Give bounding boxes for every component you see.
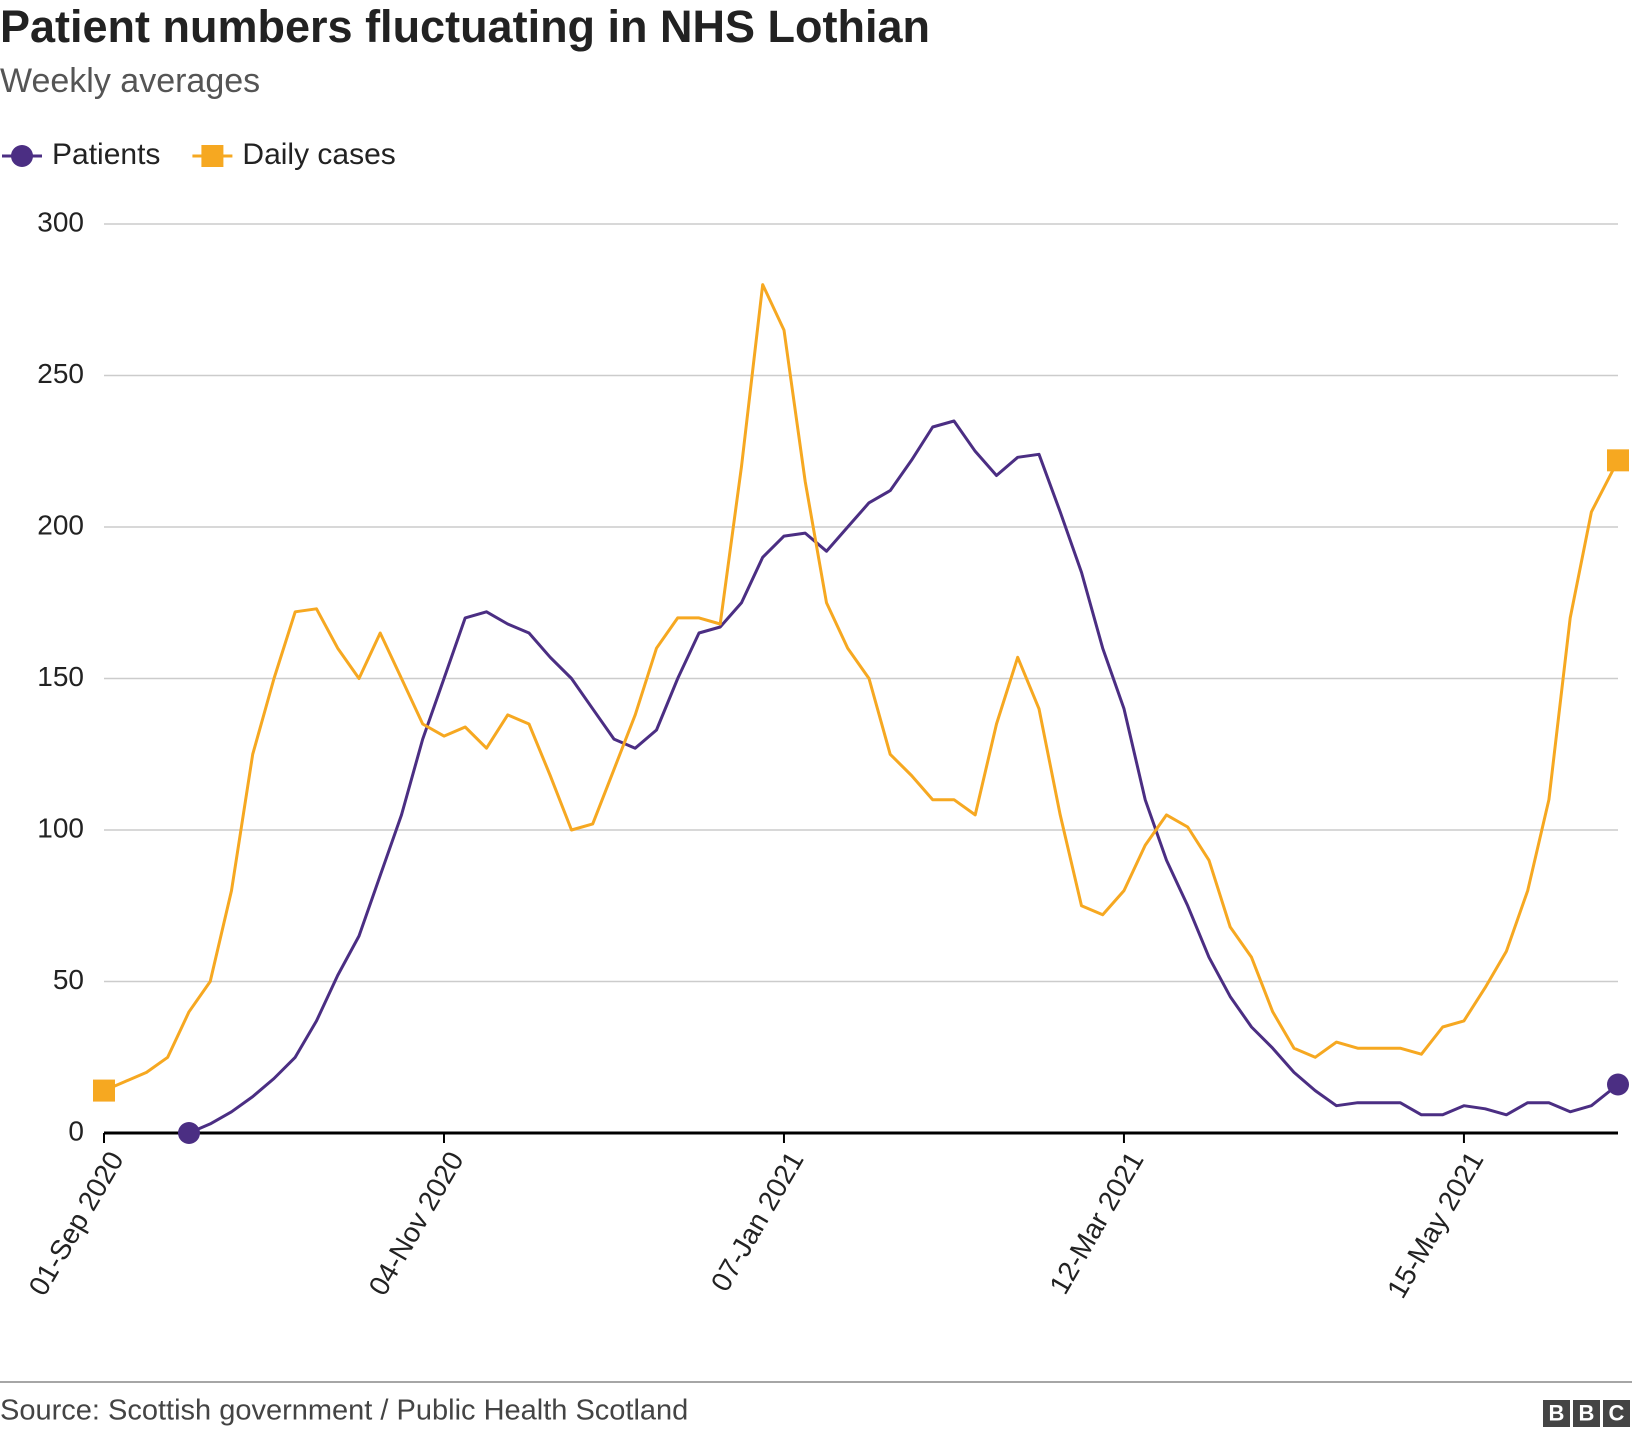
y-tick-label: 200 (37, 509, 84, 540)
source: Source: Scottish government / Public Hea… (0, 1395, 688, 1427)
y-tick-label: 250 (37, 358, 84, 389)
legend-marker (201, 145, 224, 167)
x-tick-label: 15-May 2021 (1381, 1146, 1490, 1303)
y-tick-label: 0 (68, 1115, 84, 1146)
series-line (188, 419, 1619, 1135)
y-tick-label: 100 (37, 812, 84, 843)
end-marker (93, 1079, 115, 1102)
logo-box (1603, 1400, 1630, 1427)
end-marker (177, 1122, 200, 1144)
logo-letter: C (1609, 1400, 1625, 1425)
logo-box (1573, 1400, 1600, 1427)
logo-letter: B (1549, 1400, 1565, 1425)
legend-label: Daily cases (242, 138, 395, 171)
logo-box (1543, 1400, 1570, 1427)
legend-marker (11, 145, 33, 167)
logo-letter: B (1579, 1400, 1595, 1425)
x-tick-label: 04-Nov 2020 (363, 1146, 470, 1300)
legend-label: Patients (52, 138, 160, 171)
x-tick-label: 07-Jan 2021 (705, 1146, 810, 1296)
chart-title: Patient numbers fluctuating in NHS Lothi… (0, 1, 930, 52)
y-tick-label: 300 (37, 206, 84, 237)
end-marker (1607, 449, 1629, 472)
y-tick-label: 150 (37, 661, 84, 692)
chart-subtitle: Weekly averages (0, 62, 260, 100)
x-tick-label: 01-Sep 2020 (23, 1146, 130, 1300)
x-tick-label: 12-Mar 2021 (1043, 1146, 1149, 1299)
y-tick-label: 50 (53, 964, 84, 995)
end-marker (1607, 1073, 1629, 1096)
series-line (103, 283, 1620, 1092)
